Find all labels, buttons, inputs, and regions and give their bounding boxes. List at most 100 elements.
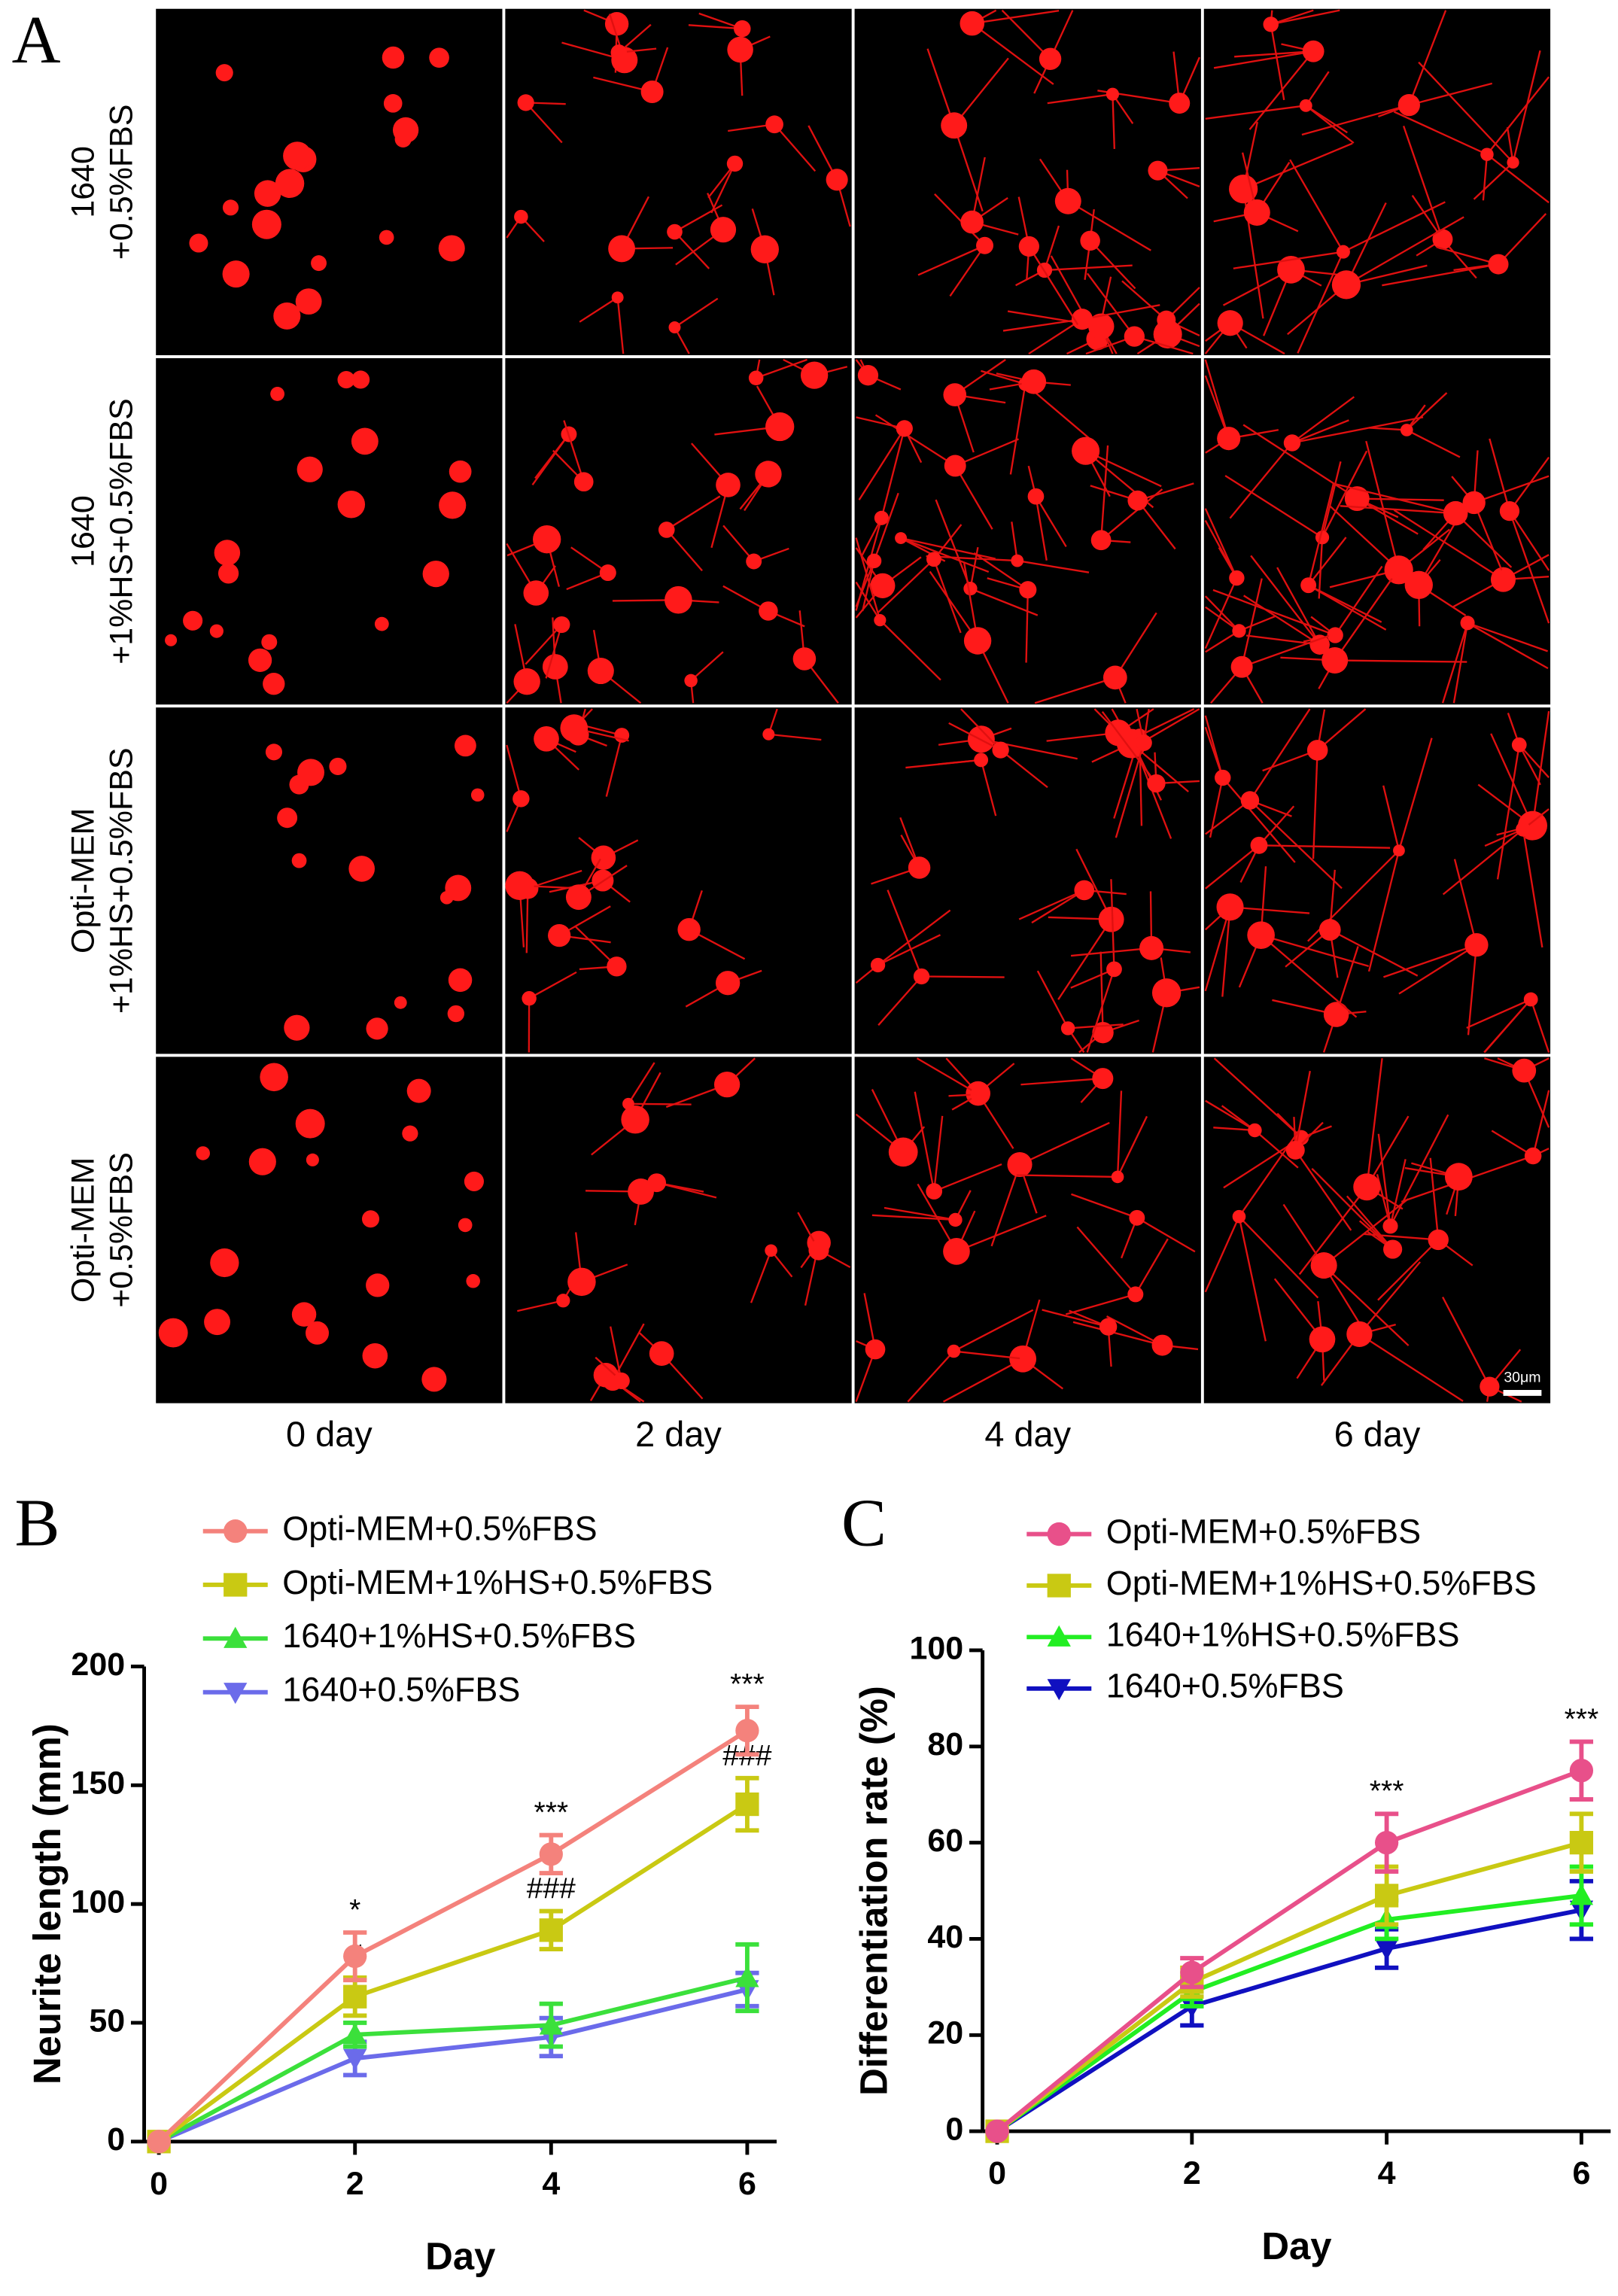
neurite <box>1224 475 1323 539</box>
cell-body <box>765 115 783 134</box>
cell-body <box>591 845 616 871</box>
cell-body <box>1148 160 1168 181</box>
point <box>539 1842 563 1866</box>
cell-body <box>210 1248 239 1278</box>
y-tick-label: 0 <box>107 2121 125 2158</box>
neurite <box>933 1115 944 1192</box>
neurite <box>1307 483 1335 585</box>
neurite <box>1312 750 1318 859</box>
neurite <box>1308 584 1382 623</box>
y-axis-label: Differentiation rate (%) <box>852 1686 895 2096</box>
neurite <box>1369 427 1407 431</box>
neurite <box>1321 461 1342 538</box>
cell-body <box>1099 1318 1118 1336</box>
cells <box>506 9 851 354</box>
x-axis-label: Day <box>1261 2225 1331 2267</box>
cell-body <box>337 490 366 519</box>
neurite <box>969 547 979 589</box>
cell-body <box>273 302 301 330</box>
neurite <box>960 708 1002 751</box>
cell-body <box>283 141 312 170</box>
cell-body <box>1428 1229 1449 1251</box>
point <box>1569 1830 1594 1855</box>
cell-body <box>1444 1163 1473 1191</box>
neurite <box>528 971 577 999</box>
neurite <box>1212 588 1336 637</box>
y-tick-label: 100 <box>71 1884 125 1920</box>
cell-body <box>865 1339 886 1360</box>
cell-body <box>1072 436 1100 465</box>
point <box>735 1792 759 1817</box>
cell-body <box>1464 932 1489 957</box>
cell-body <box>1443 500 1468 526</box>
cells <box>165 370 472 695</box>
neurite <box>1340 505 1456 515</box>
scale-bar-label: 30μm <box>1504 1370 1540 1386</box>
micrograph <box>505 8 852 356</box>
cell-body <box>567 1267 596 1297</box>
cell-body <box>1344 486 1370 511</box>
cell-body <box>1512 1058 1537 1083</box>
cell-body <box>1462 491 1486 515</box>
cell-body <box>295 288 322 315</box>
cell-body <box>1250 836 1268 854</box>
neurite <box>858 427 905 500</box>
cell-body <box>306 1153 319 1166</box>
legend-label: 1640+1%HS+0.5%FBS <box>1106 1615 1460 1653</box>
cell-body <box>382 46 405 69</box>
neurite <box>1301 104 1410 136</box>
cell-body <box>628 1178 654 1205</box>
cell-body <box>734 20 751 38</box>
cell-body <box>447 1005 465 1023</box>
neurite <box>1382 263 1499 287</box>
cell-body <box>808 1239 829 1261</box>
cell-body <box>960 11 985 36</box>
y-tick-label: 20 <box>927 2015 963 2051</box>
neurite <box>628 1102 692 1105</box>
cell-body <box>610 44 628 61</box>
cell-body <box>608 235 635 263</box>
neurite <box>1121 280 1167 321</box>
cell-body <box>726 155 744 172</box>
neurite <box>1436 246 1499 266</box>
micrograph <box>156 357 503 705</box>
cell-body <box>1247 921 1275 949</box>
cell-body <box>888 1137 918 1167</box>
neurite <box>1442 1297 1491 1388</box>
cell-body <box>1277 255 1305 284</box>
cell-body <box>765 412 795 442</box>
neurite <box>1242 142 1353 190</box>
cell-body <box>1309 1326 1336 1353</box>
cell-body <box>523 580 549 606</box>
cell-body <box>1336 245 1350 259</box>
neurite <box>1117 1115 1148 1178</box>
cell-body <box>1153 320 1182 349</box>
neurite <box>1398 737 1433 851</box>
neurite <box>1270 24 1285 101</box>
neurite <box>1072 1321 1163 1346</box>
neurite <box>674 297 719 328</box>
neurite <box>1250 555 1321 646</box>
neurite <box>921 975 1005 978</box>
cell-body <box>406 1078 431 1103</box>
row-label: Opti-MEM <box>65 808 102 953</box>
neurite <box>877 909 951 966</box>
x-tick-label: 0 <box>150 2166 168 2202</box>
neurite <box>1260 934 1358 1018</box>
cell-body <box>1460 616 1475 631</box>
significance-mark: * <box>349 1894 360 1927</box>
neurite <box>1291 416 1424 444</box>
neurite <box>1409 82 1493 106</box>
neurite <box>1034 677 1116 704</box>
cell-body <box>394 996 407 1009</box>
cell-body <box>1499 501 1520 522</box>
cell-body <box>1216 893 1244 921</box>
cell-body <box>1088 313 1115 339</box>
cell-body <box>926 1183 943 1200</box>
cell-body <box>710 217 737 243</box>
cell-body <box>649 1341 674 1366</box>
neurite <box>1402 126 1444 240</box>
cell-body <box>913 968 930 985</box>
neurite <box>914 1091 935 1192</box>
